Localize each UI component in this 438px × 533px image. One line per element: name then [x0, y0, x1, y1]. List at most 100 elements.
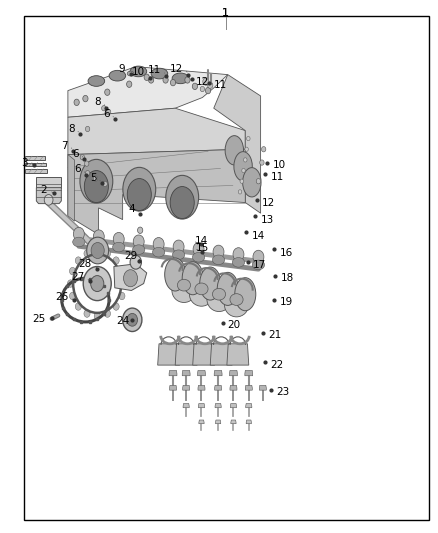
- Polygon shape: [214, 75, 261, 213]
- Circle shape: [85, 161, 89, 166]
- Polygon shape: [36, 188, 61, 204]
- Ellipse shape: [127, 71, 134, 76]
- Text: 17: 17: [253, 260, 266, 270]
- Text: 24: 24: [116, 316, 129, 326]
- Polygon shape: [198, 370, 205, 376]
- Polygon shape: [36, 177, 61, 188]
- Circle shape: [91, 243, 104, 259]
- Circle shape: [240, 179, 244, 183]
- Polygon shape: [68, 67, 228, 117]
- Circle shape: [119, 292, 125, 300]
- Circle shape: [94, 247, 100, 255]
- Circle shape: [44, 195, 53, 205]
- Polygon shape: [230, 385, 237, 390]
- Polygon shape: [198, 385, 205, 390]
- Polygon shape: [158, 344, 180, 365]
- Text: 14: 14: [195, 236, 208, 246]
- Polygon shape: [193, 344, 215, 365]
- Ellipse shape: [213, 245, 224, 259]
- Ellipse shape: [123, 167, 156, 211]
- Circle shape: [247, 136, 250, 141]
- Circle shape: [170, 79, 176, 86]
- Circle shape: [192, 83, 198, 90]
- Text: 12: 12: [170, 64, 183, 74]
- Ellipse shape: [252, 260, 265, 270]
- Ellipse shape: [113, 232, 124, 246]
- Ellipse shape: [200, 267, 221, 300]
- Circle shape: [104, 250, 110, 257]
- Ellipse shape: [173, 250, 185, 260]
- Polygon shape: [68, 149, 245, 235]
- Circle shape: [203, 78, 209, 85]
- Polygon shape: [68, 108, 245, 155]
- Polygon shape: [25, 156, 45, 160]
- Circle shape: [80, 155, 85, 160]
- Circle shape: [144, 74, 149, 80]
- Circle shape: [94, 312, 100, 320]
- Circle shape: [244, 158, 247, 162]
- Text: 25: 25: [33, 314, 46, 324]
- Circle shape: [205, 87, 211, 94]
- Circle shape: [84, 250, 90, 257]
- Text: 14: 14: [252, 231, 265, 240]
- Circle shape: [75, 303, 81, 310]
- Circle shape: [105, 89, 110, 95]
- Circle shape: [123, 308, 142, 332]
- Circle shape: [124, 270, 138, 287]
- Circle shape: [261, 147, 266, 152]
- Circle shape: [130, 255, 141, 269]
- Circle shape: [74, 99, 79, 106]
- Ellipse shape: [166, 175, 199, 219]
- Polygon shape: [210, 344, 232, 365]
- Ellipse shape: [74, 227, 84, 241]
- Text: 1: 1: [222, 9, 229, 18]
- Circle shape: [84, 310, 90, 317]
- Ellipse shape: [233, 248, 244, 261]
- Text: 3: 3: [21, 158, 28, 168]
- Text: 10: 10: [132, 68, 145, 77]
- Polygon shape: [246, 420, 251, 424]
- Text: 12: 12: [262, 198, 275, 208]
- Ellipse shape: [225, 136, 244, 165]
- Circle shape: [91, 276, 104, 292]
- Polygon shape: [183, 403, 189, 408]
- Circle shape: [163, 77, 168, 83]
- Ellipse shape: [207, 287, 231, 311]
- Ellipse shape: [130, 66, 147, 77]
- Text: 8: 8: [68, 124, 74, 134]
- Circle shape: [85, 126, 90, 132]
- Text: 6: 6: [74, 165, 81, 174]
- Circle shape: [208, 82, 213, 88]
- Circle shape: [127, 313, 138, 326]
- Text: 23: 23: [276, 387, 289, 397]
- Circle shape: [106, 109, 111, 115]
- Text: 29: 29: [125, 252, 138, 261]
- Circle shape: [83, 266, 111, 301]
- Polygon shape: [183, 385, 190, 390]
- Ellipse shape: [212, 255, 225, 264]
- Text: 15: 15: [196, 244, 209, 253]
- Polygon shape: [230, 370, 237, 376]
- Polygon shape: [175, 344, 197, 365]
- Circle shape: [70, 292, 76, 300]
- Circle shape: [238, 190, 242, 194]
- Polygon shape: [199, 420, 204, 424]
- Circle shape: [256, 179, 261, 184]
- Ellipse shape: [235, 278, 256, 311]
- Polygon shape: [245, 370, 253, 376]
- Polygon shape: [198, 403, 205, 408]
- Circle shape: [127, 81, 132, 87]
- Circle shape: [103, 181, 107, 187]
- Ellipse shape: [113, 243, 125, 252]
- Text: 6: 6: [72, 149, 79, 159]
- Ellipse shape: [133, 245, 145, 254]
- Text: 6: 6: [103, 109, 110, 119]
- Circle shape: [102, 106, 106, 111]
- Circle shape: [119, 268, 125, 275]
- Ellipse shape: [195, 283, 208, 295]
- Text: 11: 11: [214, 80, 227, 90]
- Polygon shape: [231, 420, 236, 424]
- Polygon shape: [25, 163, 46, 166]
- Circle shape: [200, 86, 205, 92]
- Text: 7: 7: [61, 141, 68, 150]
